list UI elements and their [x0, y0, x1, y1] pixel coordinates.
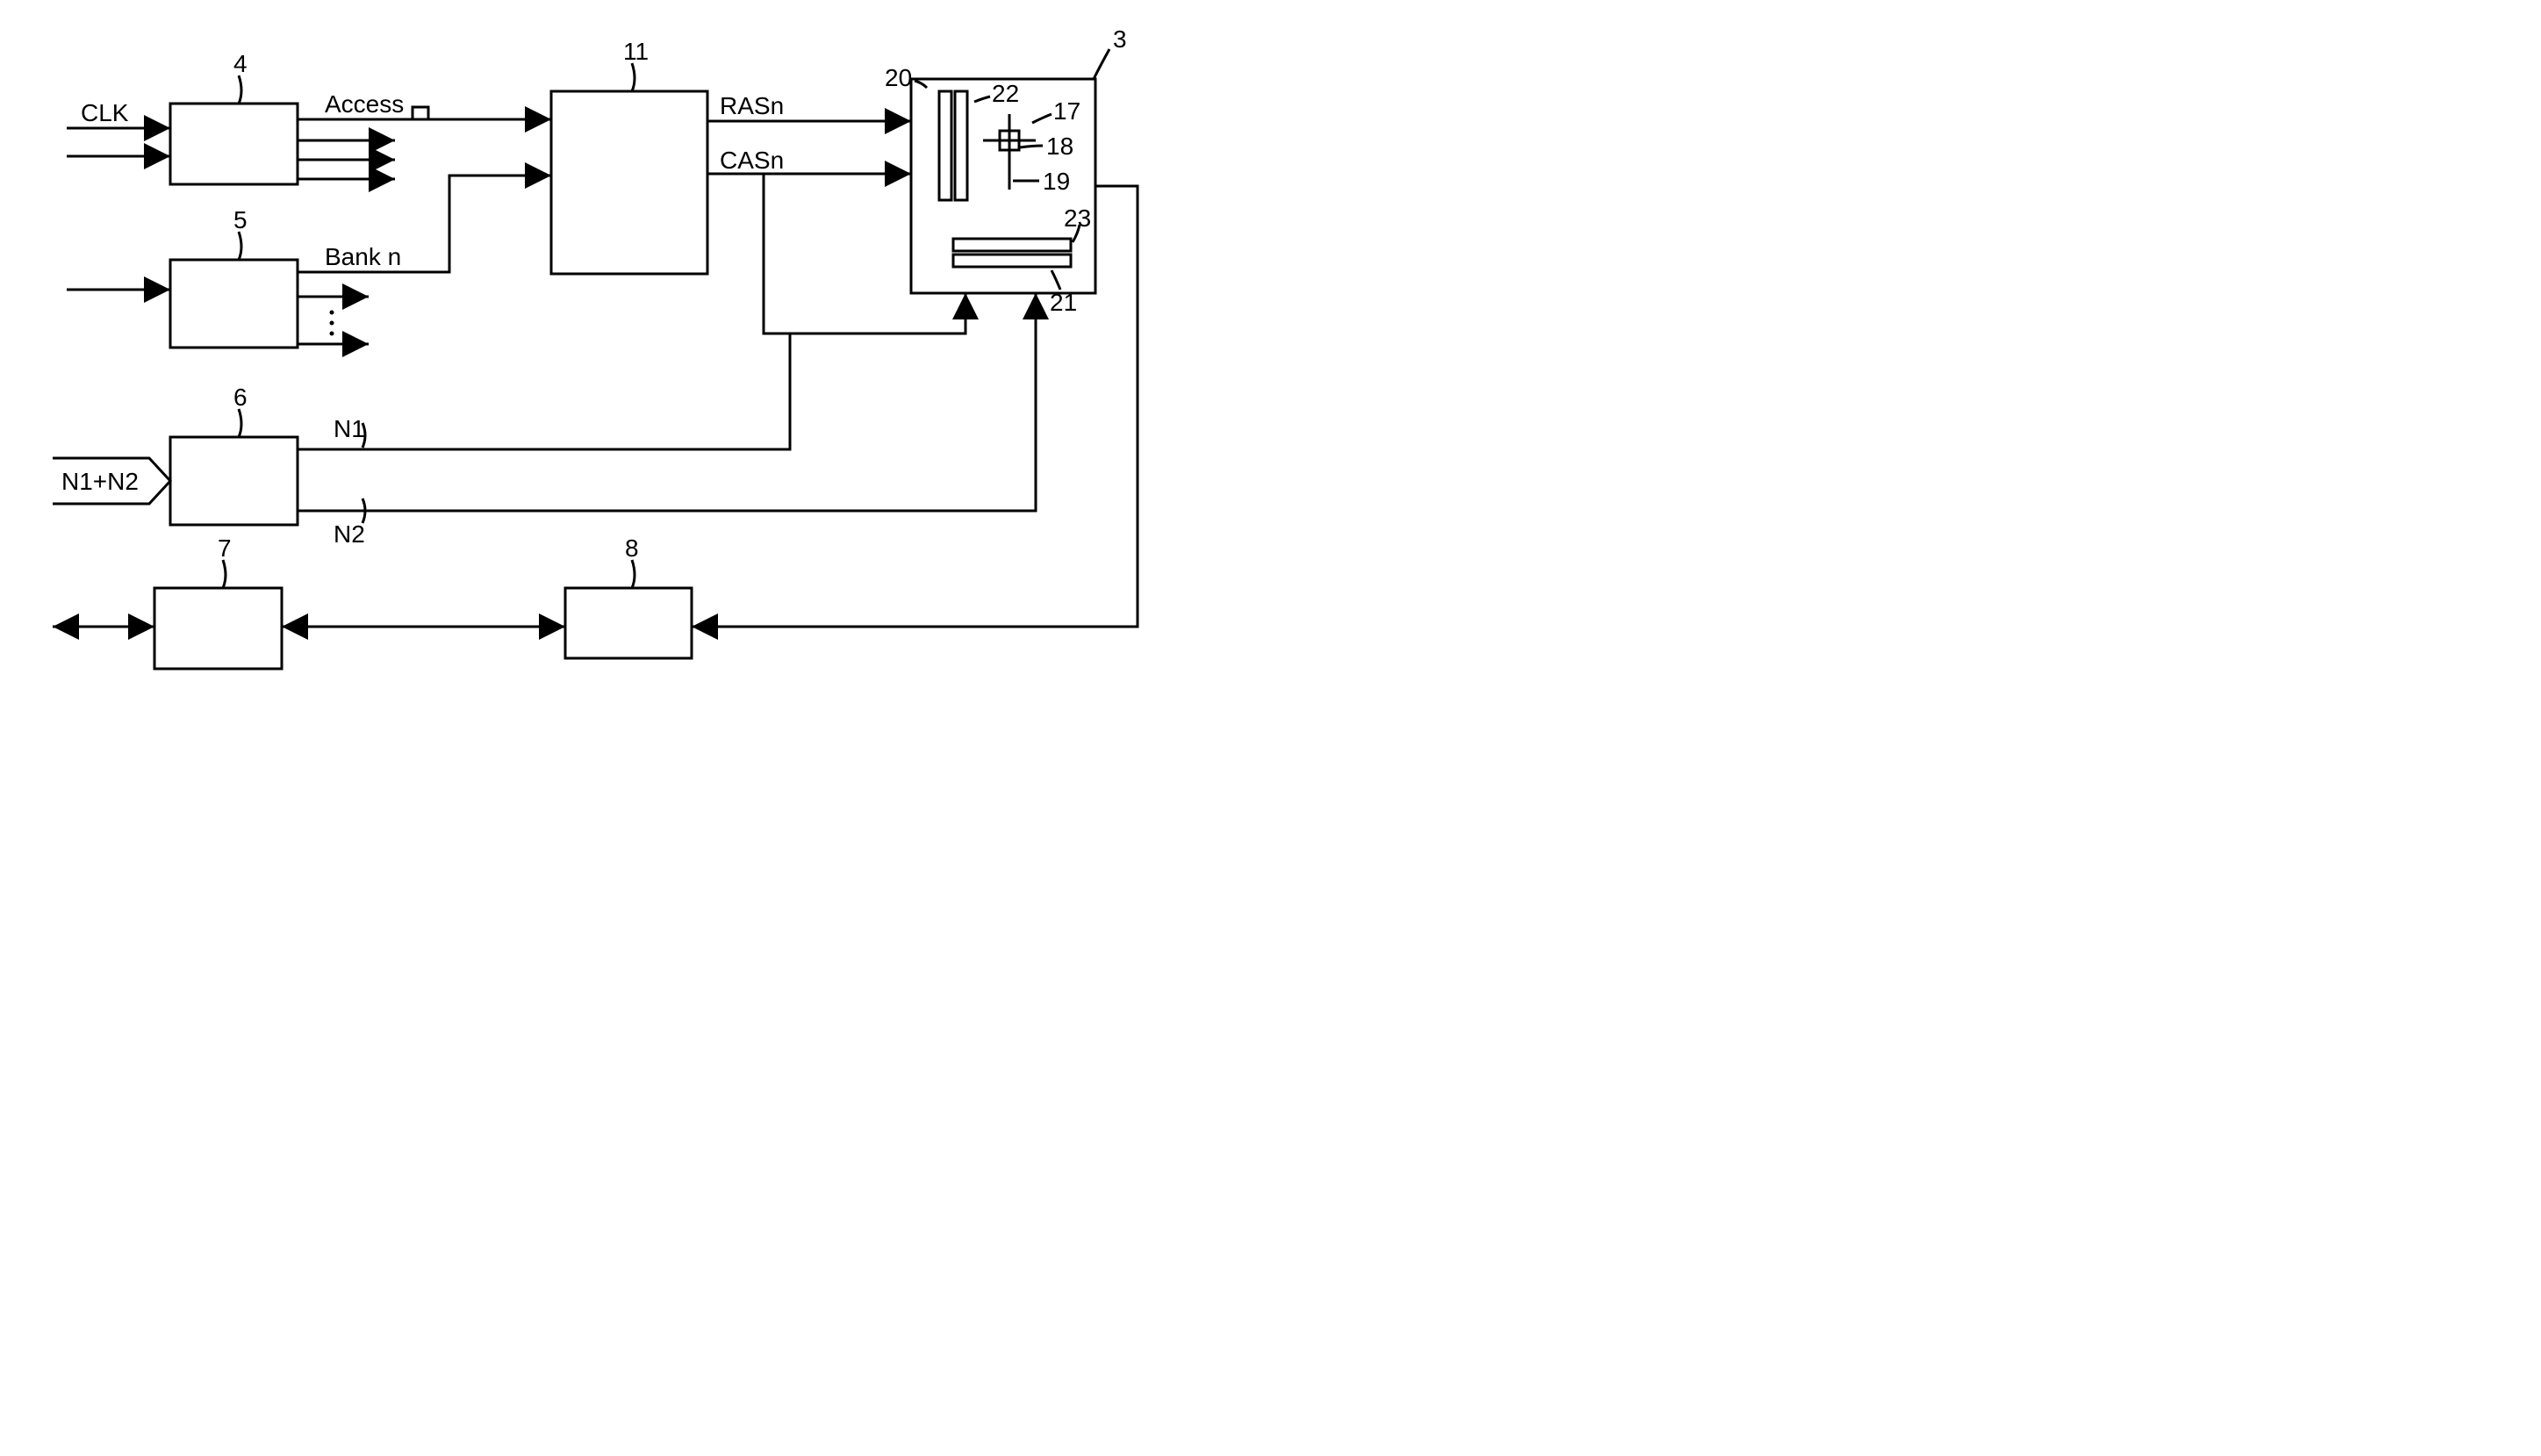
label-n2: N2 [334, 520, 365, 548]
num-5: 5 [233, 206, 248, 233]
label-n1n2: N1+N2 [61, 468, 139, 495]
num-21: 21 [1050, 289, 1077, 316]
block-7 [154, 588, 282, 669]
wire-n2 [298, 293, 1036, 511]
block-5 [170, 260, 298, 348]
num-18: 18 [1046, 133, 1073, 160]
label-access: Access [325, 90, 404, 118]
label-bankn: Bank n [325, 243, 401, 270]
num-6: 6 [233, 384, 248, 411]
label-clk: CLK [81, 99, 129, 126]
num-11: 11 [623, 38, 649, 65]
num-17: 17 [1053, 97, 1080, 125]
num-8: 8 [625, 534, 639, 562]
inner-20 [939, 91, 951, 200]
inner-23 [953, 239, 1071, 251]
inner-22 [955, 91, 967, 200]
block-diagram: CLK Access Bank n N1+N2 N1 N2 RASn CASn … [18, 18, 1288, 746]
block-11 [551, 91, 707, 274]
wire-casn [707, 174, 790, 334]
num-22: 22 [992, 80, 1019, 107]
inner-21 [953, 255, 1071, 267]
num-20: 20 [885, 64, 912, 91]
num-23: 23 [1064, 204, 1091, 232]
label-rasn: RASn [720, 92, 784, 119]
label-casn: CASn [720, 147, 784, 174]
label-n1: N1 [334, 415, 365, 442]
num-19: 19 [1043, 168, 1070, 195]
block-6 [170, 437, 298, 525]
block-4 [170, 104, 298, 184]
block-8 [565, 588, 692, 658]
wire-n1 [298, 293, 965, 449]
num-4: 4 [233, 50, 248, 77]
num-7: 7 [218, 534, 232, 562]
num-3: 3 [1113, 25, 1127, 53]
